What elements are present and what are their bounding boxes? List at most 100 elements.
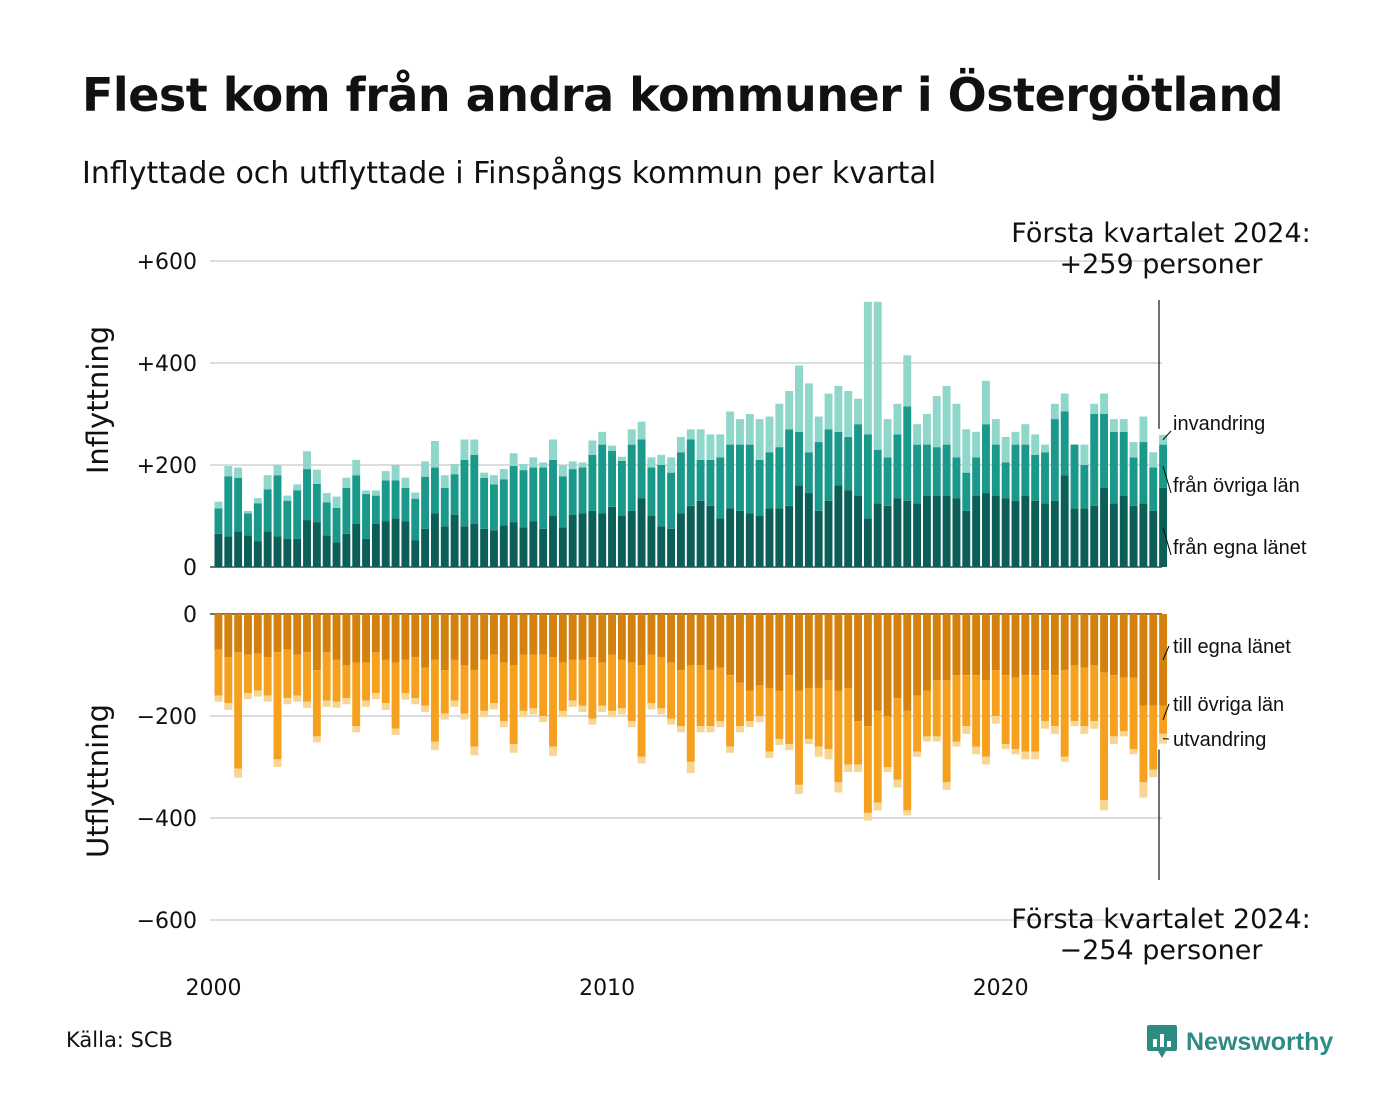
bar-out-emigration xyxy=(558,710,567,718)
bar-out-own_county xyxy=(1119,614,1128,678)
bar-out-emigration xyxy=(371,693,380,700)
bar-in-other_counties xyxy=(371,495,380,524)
bar-in-other_counties xyxy=(883,457,892,506)
bar-in-immigration xyxy=(804,383,813,453)
bar-in-other_counties xyxy=(804,452,813,494)
bar-out-emigration xyxy=(814,746,823,757)
bar-out-emigration xyxy=(667,718,676,725)
bar-out-emigration xyxy=(263,695,272,702)
bar-in-immigration xyxy=(568,461,577,470)
bar-out-own_county xyxy=(834,614,843,691)
bar-out-emigration xyxy=(1021,751,1030,760)
bar-out-emigration xyxy=(322,700,331,707)
bar-out-other_counties xyxy=(558,662,567,711)
bar-in-other_counties xyxy=(1050,419,1059,501)
bar-in-own_county xyxy=(1149,510,1158,567)
bar-in-own_county xyxy=(1041,503,1049,567)
bar-out-other_counties xyxy=(421,667,430,706)
bar-in-immigration xyxy=(558,465,567,477)
bar-in-immigration xyxy=(982,380,990,425)
bar-out-own_county xyxy=(765,614,774,688)
annotations: Första kvartalet 2024:+259 personerFörst… xyxy=(1011,218,1310,966)
bar-in-own_county xyxy=(883,505,892,567)
bar-out-other_counties xyxy=(293,654,302,696)
bar-out-own_county xyxy=(499,614,508,663)
bar-out-own_county xyxy=(1041,614,1049,671)
bar-out-other_counties xyxy=(1031,675,1040,752)
bar-in-own_county xyxy=(657,526,666,567)
bar-out-emigration xyxy=(854,764,862,773)
bar-out-other_counties xyxy=(676,670,685,727)
bar-out-own_county xyxy=(588,614,597,658)
bar-out-other_counties xyxy=(608,654,616,711)
bar-in-other_counties xyxy=(676,452,685,514)
bar-out-own_county xyxy=(637,614,646,665)
bar-in-other_counties xyxy=(844,436,853,491)
bar-in-own_county xyxy=(686,505,695,567)
bar-in-immigration xyxy=(893,403,902,435)
bar-out-own_county xyxy=(608,614,616,655)
bar-out-other_counties xyxy=(460,665,469,714)
bar-out-own_county xyxy=(391,614,400,663)
bar-out-own_county xyxy=(991,614,1000,671)
chart-title: Flest kom från andra kommuner i Östergöt… xyxy=(82,68,1284,122)
bar-in-own_county xyxy=(421,528,430,567)
bar-out-emigration xyxy=(982,756,990,765)
bar-out-other_counties xyxy=(234,652,243,769)
bar-out-emigration xyxy=(686,761,695,774)
bar-out-other_counties xyxy=(706,670,715,727)
bar-out-emigration xyxy=(352,726,361,733)
bar-out-other_counties xyxy=(1080,667,1089,727)
bar-in-immigration xyxy=(430,441,439,468)
bar-out-emigration xyxy=(765,751,774,758)
bar-out-emigration xyxy=(863,812,872,821)
bar-in-own_county xyxy=(962,510,971,567)
bar-out-emigration xyxy=(303,701,311,708)
bar-in-own_county xyxy=(736,510,744,567)
bar-in-immigration xyxy=(391,465,400,481)
bar-out-own_county xyxy=(726,614,735,676)
bar-in-immigration xyxy=(549,439,557,460)
bar-out-own_county xyxy=(982,614,990,681)
bar-in-immigration xyxy=(726,411,735,445)
bar-in-other_counties xyxy=(283,500,292,539)
bar-out-other_counties xyxy=(490,654,498,704)
bar-out-own_county xyxy=(411,614,420,658)
bar-out-other_counties xyxy=(903,710,912,811)
axes: +600 +400 +200 0 0 −200 −400 −600 2000 2010 2020 In… xyxy=(81,250,1029,1001)
bar-in-own_county xyxy=(745,513,754,567)
x-tick-label: 2010 xyxy=(579,976,635,1001)
bar-in-other_counties xyxy=(991,444,1000,496)
bar-in-immigration xyxy=(913,424,922,445)
bar-in-own_county xyxy=(765,508,774,567)
y-tick-label: +200 xyxy=(137,454,197,479)
bar-in-own_county xyxy=(982,493,990,567)
annotation-outflow: −254 personer xyxy=(1059,935,1263,966)
bar-out-other_counties xyxy=(303,652,311,702)
bar-out-own_county xyxy=(519,614,528,655)
bar-in-immigration xyxy=(224,466,233,477)
annotation-outflow: Första kvartalet 2024: xyxy=(1011,904,1310,935)
bar-out-own_county xyxy=(529,614,538,655)
bar-out-own_county xyxy=(322,614,331,653)
bar-in-immigration xyxy=(883,419,892,458)
bar-out-own_county xyxy=(696,614,705,665)
bar-in-own_county xyxy=(401,521,410,567)
bar-out-emigration xyxy=(1070,721,1079,727)
bar-out-own_county xyxy=(736,614,744,683)
bar-out-own_county xyxy=(273,614,282,653)
legend-leader xyxy=(1162,430,1172,441)
bar-in-own_county xyxy=(627,510,636,567)
bar-out-emigration xyxy=(617,708,626,715)
bar-in-other_counties xyxy=(411,498,420,541)
bar-in-own_county xyxy=(647,516,656,567)
bar-out-own_county xyxy=(1109,614,1118,676)
bar-out-other_counties xyxy=(982,680,990,757)
bar-in-immigration xyxy=(942,385,951,445)
bar-out-own_county xyxy=(972,614,981,676)
bar-out-emigration xyxy=(903,810,912,816)
bar-in-own_county xyxy=(726,508,735,567)
bar-out-own_county xyxy=(1031,614,1040,676)
y-axis-title-inflow: Inflyttning xyxy=(81,326,115,474)
bar-out-emigration xyxy=(578,705,587,712)
